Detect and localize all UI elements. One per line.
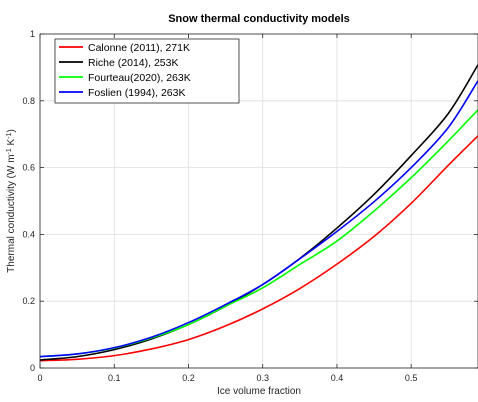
x-axis-label: Ice volume fraction — [217, 386, 301, 397]
y-tick-label: 0.6 — [22, 163, 35, 173]
y-axis-label-sup2: -1 — [6, 132, 13, 138]
legend: Calonne (2011), 271K Riche (2014), 253K Fo… — [54, 38, 240, 104]
legend-label-3: Fourteau(2020), 263K — [88, 72, 191, 84]
series-line-1 — [39, 135, 478, 362]
y-tick-labels: 0 0.2 0.4 0.6 0.8 1 — [22, 29, 35, 373]
y-axis-label-mid: K — [6, 138, 17, 148]
x-tick-labels: 0 0.1 0.2 0.3 0.4 0.5 — [37, 373, 417, 383]
y-axis-label-sup1: -1 — [6, 148, 13, 154]
y-tick-label: 1 — [30, 29, 35, 39]
y-tick-label: 0.2 — [22, 296, 35, 306]
legend-label-2: Riche (2014), 253K — [88, 57, 178, 69]
x-tick-label: 0.3 — [256, 373, 269, 383]
x-tick-label: 0.2 — [182, 373, 195, 383]
x-tick-label: 0.1 — [108, 373, 121, 383]
plot-frame — [39, 33, 478, 369]
x-tick-label: 0.5 — [405, 373, 418, 383]
y-axis-label-main: Thermal conductivity (W m — [6, 154, 17, 272]
series-lines — [39, 64, 478, 362]
legend-box — [54, 38, 240, 104]
x-tick-label: 0 — [37, 373, 42, 383]
series-line-4 — [39, 80, 478, 358]
y-axis-label-end: ) — [6, 129, 17, 132]
legend-label-4: Foslien (1994), 263K — [88, 87, 185, 99]
y-axis-label: Thermal conductivity (W m-1 K-1) — [6, 129, 18, 273]
chart-title: Snow thermal conductivity models — [168, 13, 350, 25]
y-tick-label: 0 — [30, 363, 35, 373]
legend-label-1: Calonne (2011), 271K — [88, 42, 190, 54]
axis-ticks — [39, 33, 478, 369]
y-tick-label: 0.8 — [22, 96, 35, 106]
y-tick-label: 0.4 — [22, 229, 35, 239]
x-tick-label: 0.4 — [331, 373, 344, 383]
